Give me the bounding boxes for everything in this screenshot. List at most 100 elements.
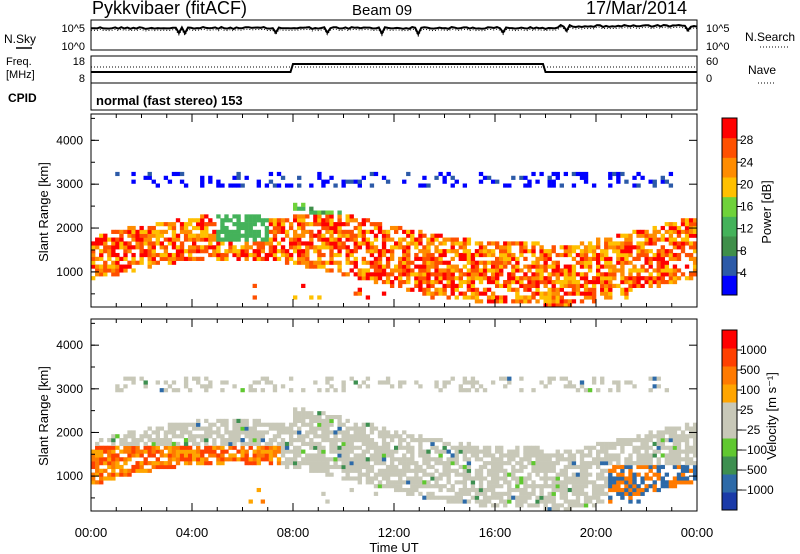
velocity-cell (571, 484, 577, 489)
power-cell (232, 252, 237, 258)
power-cell (345, 233, 350, 238)
power-cell (406, 245, 411, 250)
velocity-cell (608, 445, 613, 450)
power-cell (660, 233, 665, 238)
power-cell (139, 241, 144, 246)
velocity-cell (103, 468, 108, 473)
velocity-cell (183, 449, 189, 454)
power-cell (200, 225, 205, 231)
date-title: 17/Mar/2014 (586, 0, 688, 18)
power-cell (406, 276, 411, 281)
power-cell (434, 268, 439, 273)
power-cell (389, 279, 395, 285)
velocity-cell (151, 441, 156, 447)
power-cell (640, 229, 645, 234)
velocity-cell (99, 445, 104, 450)
velocity-cell (353, 430, 358, 435)
velocity-cell (204, 438, 209, 443)
power-cell (228, 233, 233, 238)
velocity-cell (612, 453, 617, 458)
velocity-cell (547, 453, 552, 458)
velocity-cell (402, 438, 407, 443)
velocity-cell (628, 464, 633, 470)
power-cell (107, 252, 112, 258)
colorbar-tick-label: 500 (740, 363, 760, 377)
power-cell (361, 222, 367, 227)
velocity-cell (438, 487, 443, 493)
velocity-cell (256, 434, 261, 439)
velocity-cell (284, 449, 290, 454)
power-cell (337, 233, 342, 238)
power-cell (293, 218, 298, 223)
power-cell (450, 249, 455, 254)
velocity-cell (668, 453, 674, 458)
velocity-cell (268, 426, 274, 431)
power-cell (410, 237, 415, 242)
power-cell (280, 252, 286, 258)
velocity-cell (135, 461, 140, 466)
velocity-cell (531, 453, 536, 458)
velocity-cell (127, 472, 132, 477)
velocity-cell (672, 480, 678, 485)
power-cell (196, 245, 201, 250)
power-cell (329, 260, 334, 265)
power-cell (333, 222, 338, 227)
power-cell (147, 171, 152, 177)
velocity-cell (264, 457, 270, 462)
power-cell (632, 264, 637, 269)
power-cell (268, 229, 274, 234)
velocity-cell (115, 445, 120, 450)
velocity-cell (389, 464, 395, 470)
velocity-cell (511, 449, 516, 454)
power-cell (652, 237, 657, 242)
power-cell (309, 210, 314, 215)
velocity-cell (212, 438, 217, 443)
velocity-cell (288, 438, 294, 443)
velocity-cell (402, 461, 407, 466)
power-cell (369, 222, 375, 227)
velocity-cell (171, 449, 177, 454)
power-cell (264, 225, 270, 231)
power-cell (268, 241, 274, 246)
velocity-cell (474, 388, 480, 393)
velocity-cell (329, 445, 334, 450)
velocity-cell (264, 453, 270, 458)
velocity-cell (95, 472, 100, 477)
power-cell (321, 210, 326, 215)
velocity-cell (600, 476, 605, 481)
velocity-cell (507, 461, 512, 466)
velocity-cell (341, 449, 346, 454)
power-cell (591, 276, 597, 281)
velocity-cell (333, 464, 338, 470)
velocity-cell (365, 468, 371, 473)
velocity-cell (567, 384, 573, 389)
power-cell (317, 171, 322, 177)
velocity-cell (555, 457, 560, 462)
velocity-cell (668, 449, 674, 454)
velocity-cell (507, 487, 512, 493)
velocity-cell (349, 445, 354, 450)
velocity-cell (466, 461, 472, 466)
power-cell (167, 237, 173, 242)
power-cell (317, 222, 322, 227)
power-cell (656, 276, 661, 281)
velocity-cell (361, 438, 367, 443)
velocity-cell (297, 464, 302, 470)
power-cell (288, 183, 294, 188)
power-cell (583, 276, 589, 281)
power-cell (430, 279, 435, 285)
velocity-cell (248, 441, 253, 447)
freq-label: Freq. (6, 56, 32, 68)
power-cell (321, 179, 326, 184)
velocity-cell (301, 407, 306, 412)
power-cell (547, 183, 552, 188)
y-tick-label: 3000 (56, 177, 83, 191)
power-cell (547, 249, 552, 254)
velocity-cell (187, 430, 193, 435)
power-cell (575, 171, 581, 177)
power-cell (551, 249, 556, 254)
power-cell (462, 256, 468, 261)
velocity-cell (252, 422, 257, 427)
velocity-cell (527, 472, 532, 477)
power-cell (587, 279, 593, 285)
